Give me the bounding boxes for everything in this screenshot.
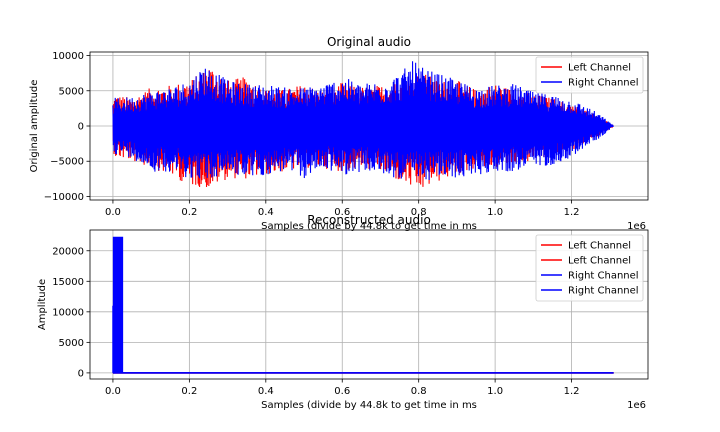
y-tick-label: 0: [78, 122, 84, 133]
plot-frame: [89, 229, 649, 380]
x-tick-label: 0.2: [181, 207, 197, 218]
y-tick-label: 10000: [52, 51, 84, 62]
x-axis-label: Samples (divide by 44.8k to get time in …: [261, 400, 477, 411]
plot-area: [112, 61, 614, 188]
y-tick-label: −5000: [50, 157, 84, 168]
x-tick-label: 0.0: [105, 207, 121, 218]
plot-area: [112, 236, 614, 374]
x-scale-label: 1e6: [627, 400, 646, 411]
y-axis-label: Amplitude: [37, 279, 48, 330]
legend-label: Right Channel: [568, 271, 639, 282]
x-tick-label: 0.6: [334, 207, 350, 218]
y-tick-label: 5000: [59, 338, 84, 349]
x-tick-label: 1.0: [487, 207, 503, 218]
y-tick-label: 0: [78, 368, 84, 379]
x-tick-label: 0.2: [181, 386, 197, 397]
y-tick-label: 15000: [52, 277, 84, 288]
x-tick-label: 1.0: [487, 386, 503, 397]
x-tick-label: 0.8: [411, 386, 427, 397]
legend-box: [535, 234, 644, 302]
legend-label: Left Channel: [568, 241, 631, 252]
series-3-spikes: [112, 236, 124, 373]
y-tick-label: 20000: [52, 246, 84, 257]
legend-label: Left Channel: [568, 256, 631, 267]
y-tick-label: −10000: [44, 192, 84, 203]
x-axis-label: Samples (divide by 44.8k to get time in …: [261, 221, 477, 232]
legend-box: [535, 56, 644, 94]
x-tick-label: 1.2: [564, 207, 580, 218]
legend-label: Left Channel: [568, 63, 631, 74]
x-tick-label: 0.4: [258, 386, 274, 397]
legend-label: Right Channel: [568, 286, 639, 297]
x-scale-label: 1e6: [627, 221, 646, 232]
plot-frame: [89, 51, 649, 201]
series-1-line: [112, 61, 614, 180]
x-tick-label: 0.0: [105, 386, 121, 397]
x-tick-label: 0.4: [258, 207, 274, 218]
x-tick-label: 0.8: [411, 207, 427, 218]
chart-title: Reconstructed audio: [307, 213, 431, 227]
y-axis-label: Original amplitude: [29, 80, 40, 173]
y-tick-label: 5000: [59, 86, 84, 97]
x-tick-label: 1.2: [564, 386, 580, 397]
legend-label: Right Channel: [568, 78, 639, 89]
chart-title: Original audio: [327, 35, 411, 49]
y-tick-label: 10000: [52, 307, 84, 318]
x-tick-label: 0.6: [334, 386, 350, 397]
